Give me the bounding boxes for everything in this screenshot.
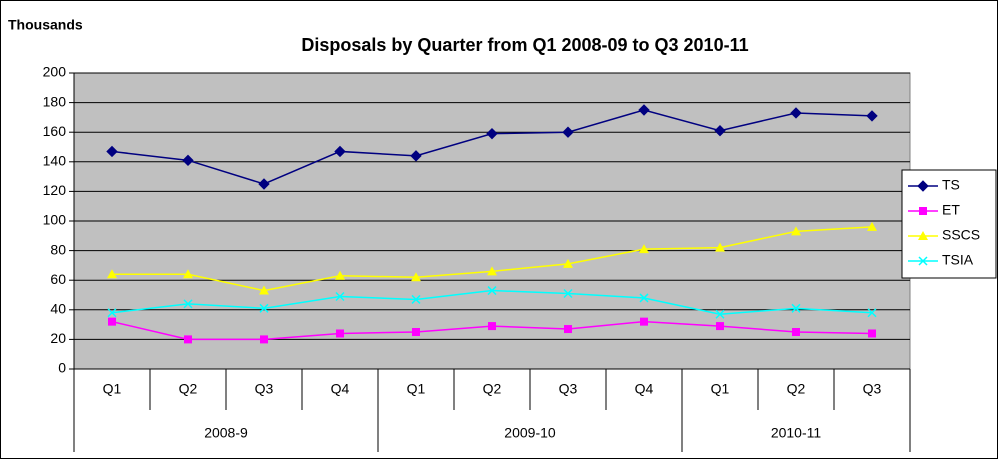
x-tick-label: Q3 [863, 381, 882, 397]
data-point [106, 145, 118, 158]
legend-marker [918, 231, 928, 240]
data-point [259, 285, 269, 295]
x-tick-label: Q4 [635, 381, 654, 397]
x-group-label: 2008-9 [204, 425, 248, 441]
data-point [487, 266, 497, 276]
data-point [791, 303, 801, 313]
data-point [260, 335, 268, 344]
data-point [487, 286, 497, 296]
y-tick-label: 160 [43, 123, 67, 139]
y-tick-label: 20 [50, 330, 66, 346]
y-tick-label: 0 [58, 360, 66, 376]
data-point [640, 317, 648, 326]
data-point [107, 308, 117, 318]
data-point [335, 291, 345, 302]
data-point [184, 335, 192, 344]
y-tick-label: 80 [50, 241, 66, 257]
y-tick-label: 140 [43, 153, 67, 169]
y-tick-label: 60 [50, 271, 66, 287]
data-point [411, 294, 421, 304]
data-point [562, 126, 574, 138]
x-tick-label: Q2 [179, 381, 198, 397]
x-tick-label: Q1 [103, 381, 122, 397]
data-point [108, 317, 116, 326]
legend-marker [919, 207, 927, 215]
data-point [868, 329, 876, 338]
data-point [411, 272, 421, 282]
data-point [790, 107, 802, 119]
data-point [488, 322, 496, 331]
legend-label: SSCS [942, 227, 980, 243]
data-point [867, 221, 877, 231]
data-point [716, 322, 724, 331]
data-point [410, 150, 422, 162]
x-tick-label: Q2 [787, 381, 806, 397]
data-point [638, 104, 650, 116]
data-point [183, 299, 193, 309]
y-tick-label: 120 [43, 182, 67, 198]
data-point [258, 178, 270, 190]
data-point [866, 110, 878, 122]
data-point [335, 270, 345, 280]
data-point [259, 303, 269, 313]
x-tick-label: Q3 [255, 381, 274, 397]
data-point [639, 293, 649, 303]
x-group-label: 2010-11 [771, 425, 822, 441]
data-point [563, 258, 573, 268]
x-group-label: 2009-10 [504, 425, 556, 441]
y-unit-label: Thousands [8, 17, 83, 33]
data-point [715, 242, 725, 252]
x-tick-label: Q4 [331, 381, 350, 397]
data-point [334, 145, 346, 158]
x-tick-label: Q1 [711, 381, 730, 397]
legend-marker [917, 180, 929, 192]
legend-box [901, 169, 997, 279]
y-tick-label: 100 [43, 212, 67, 228]
data-point [792, 328, 800, 336]
legend-marker [918, 256, 928, 266]
data-point [336, 329, 344, 338]
legend-label: ET [942, 202, 960, 218]
y-tick-label: 40 [50, 301, 66, 317]
y-tick-label: 180 [43, 93, 67, 109]
legend-label: TSIA [942, 252, 974, 268]
data-point [486, 127, 498, 140]
data-point [563, 288, 573, 299]
x-tick-label: Q1 [407, 381, 426, 397]
data-point [107, 269, 117, 279]
x-tick-label: Q3 [559, 381, 578, 397]
legend-label: TS [942, 177, 960, 193]
data-point [714, 125, 726, 137]
data-point [564, 325, 572, 334]
data-point [867, 308, 877, 318]
data-point [715, 309, 725, 319]
data-point [791, 226, 801, 236]
x-tick-label: Q2 [483, 381, 502, 397]
y-tick-label: 200 [43, 64, 67, 80]
chart-title: Disposals by Quarter from Q1 2008-09 to … [301, 35, 748, 55]
data-point [183, 269, 193, 279]
data-point [639, 244, 649, 254]
data-point [182, 154, 194, 167]
data-point [412, 328, 420, 336]
